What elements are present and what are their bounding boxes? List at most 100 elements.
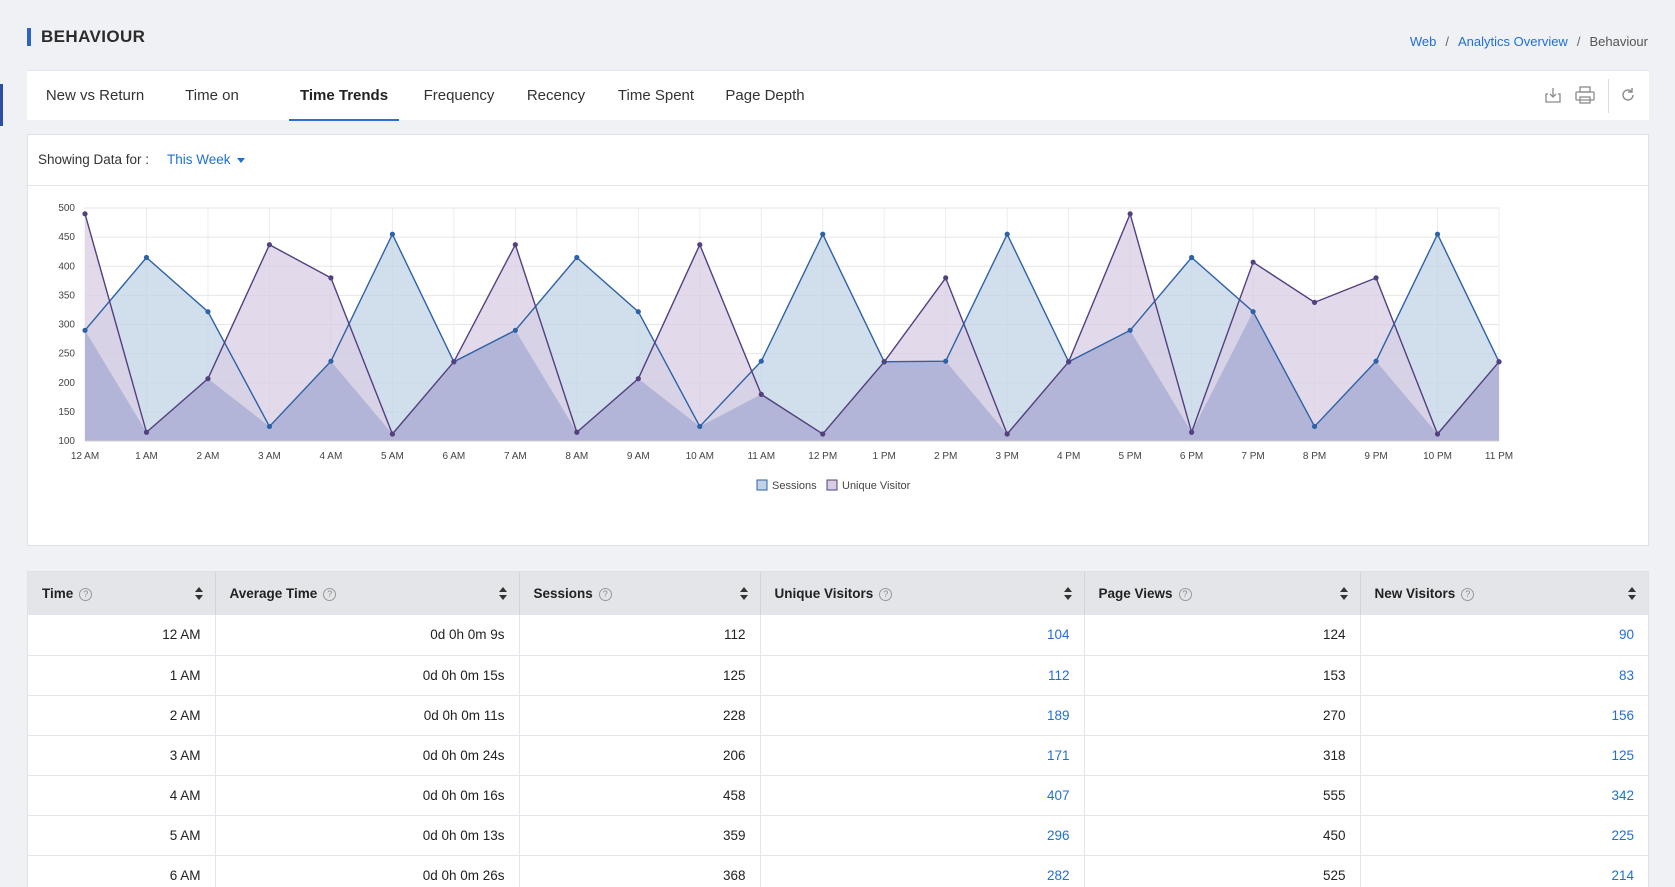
sessions-point [1189,254,1195,261]
table-cell: 0d 0h 0m 9s [215,615,520,656]
breadcrumb-separator: / [1576,34,1581,49]
table-row: 1 AM 0d 0h 0m 15s 125 112 153 83 [28,655,1648,696]
y-tick-label: 350 [58,290,75,301]
tab-recency[interactable]: Recency [526,87,586,104]
breadcrumb-web-link[interactable]: Web [1409,34,1437,49]
table-cell: 125 [519,655,761,696]
y-tick-label: 150 [58,407,75,418]
sort-icon[interactable] [194,587,203,601]
tab-time-spent[interactable]: Time Spent [617,87,695,104]
x-tick-label: 4 PM [1057,451,1080,462]
column-header-average-time[interactable]: Average Time? [215,572,520,615]
sort-icon[interactable] [1063,587,1072,601]
download-icon[interactable] [1541,83,1565,107]
table-cell: 112 [519,615,761,656]
table-cell[interactable]: 90 [1360,615,1648,656]
table-cell[interactable]: 112 [760,655,1085,696]
table-row: 6 AM 0d 0h 0m 26s 368 282 525 214 [28,855,1648,887]
y-tick-label: 100 [58,436,75,447]
x-tick-label: 2 AM [197,451,220,462]
tab-page-depth[interactable]: Page Depth [725,87,805,104]
table-cell: 0d 0h 0m 24s [215,735,520,776]
unique-visitor-point [266,242,273,248]
sessions-point [143,254,150,261]
filter-row: Showing Data for : This Week [28,135,1648,186]
table-cell[interactable]: 296 [760,815,1085,856]
table-cell: 450 [1084,815,1361,856]
table-cell[interactable]: 104 [760,615,1085,656]
x-tick-label: 10 AM [686,451,714,462]
x-tick-label: 9 PM [1364,451,1387,462]
x-tick-label: 7 PM [1241,451,1264,462]
unique-visitor-point [389,431,395,437]
sessions-point [758,358,764,364]
table-cell[interactable]: 189 [760,695,1085,736]
table-row: 4 AM 0d 0h 0m 16s 458 407 555 342 [28,775,1648,816]
period-dropdown[interactable]: This Week [167,152,245,167]
table-cell[interactable]: 125 [1360,735,1648,776]
x-tick-label: 12 PM [808,451,837,462]
table-cell[interactable]: 214 [1360,855,1648,887]
unique-visitor-point [820,431,826,437]
breadcrumb-current: Behaviour [1589,34,1648,49]
sort-icon[interactable] [1628,587,1636,601]
table-cell[interactable]: 156 [1360,695,1648,736]
print-icon[interactable] [1573,83,1597,107]
toolbar-divider [1608,79,1609,113]
breadcrumb-analytics-overview-link[interactable]: Analytics Overview [1458,34,1568,49]
sort-icon[interactable] [498,587,507,601]
table-cell: 153 [1084,655,1361,696]
column-header-new-visitors[interactable]: New Visitors? [1360,572,1648,615]
column-header-page-views[interactable]: Page Views? [1084,572,1361,615]
help-icon[interactable]: ? [1178,587,1192,601]
y-tick-label: 300 [58,320,75,331]
help-icon[interactable]: ? [879,587,893,601]
table-cell[interactable]: 171 [760,735,1085,776]
table-cell[interactable]: 83 [1360,655,1648,696]
y-tick-label: 250 [58,349,75,360]
sort-icon[interactable] [739,587,748,601]
column-header-label: Sessions [533,586,593,601]
tab-new-vs-return[interactable]: New vs Return [45,87,145,104]
sort-icon[interactable] [1339,587,1348,601]
sessions-point [943,358,949,364]
help-icon[interactable]: ? [598,587,612,601]
table-cell[interactable]: 407 [760,775,1085,816]
refresh-icon[interactable] [1616,83,1640,107]
unique-visitor-point [1066,359,1072,365]
column-header-sessions[interactable]: Sessions? [519,572,761,615]
table-body: 12 AM 0d 0h 0m 9s 112 104 124 90 1 AM 0d 0h 0m … [28,615,1648,887]
help-icon[interactable]: ? [323,587,337,601]
help-icon[interactable]: ? [1461,587,1475,601]
sessions-point [328,358,334,364]
column-header-time[interactable]: Time? [28,572,216,615]
unique-visitor-point [1189,429,1195,435]
tab-time-trends[interactable]: Time Trends [289,71,399,121]
legend-swatch-sessions [756,479,768,491]
table-cell[interactable]: 342 [1360,775,1648,816]
sessions-point [389,231,395,237]
sessions-point [512,327,518,333]
unique-visitor-point [1127,211,1133,217]
table-cell: 228 [519,695,761,736]
unique-visitor-point [635,376,641,382]
page-title: BEHAVIOUR [27,28,145,46]
table-cell[interactable]: 225 [1360,815,1648,856]
help-icon[interactable]: ? [79,587,93,601]
legend-swatch-unique-visitor [826,479,838,491]
sessions-point [1373,358,1379,364]
caret-down-icon [236,157,245,163]
table-cell: 2 AM [28,695,216,736]
tab-time-on-site[interactable]: Time on Site [185,87,239,154]
table-cell[interactable]: 282 [760,855,1085,887]
tab-frequency[interactable]: Frequency [423,87,495,104]
y-tick-label: 450 [58,232,75,243]
column-header-label: Unique Visitors [774,586,874,601]
column-header-unique-visitors[interactable]: Unique Visitors? [760,572,1085,615]
x-tick-label: 1 AM [135,451,158,462]
tab-bar: New vs Return Time on Site Time Trends F… [27,70,1649,154]
unique-visitor-point [1311,299,1318,305]
unique-visitor-point [697,242,703,248]
x-tick-label: 3 AM [258,451,281,462]
unique-visitor-point [1250,259,1256,265]
